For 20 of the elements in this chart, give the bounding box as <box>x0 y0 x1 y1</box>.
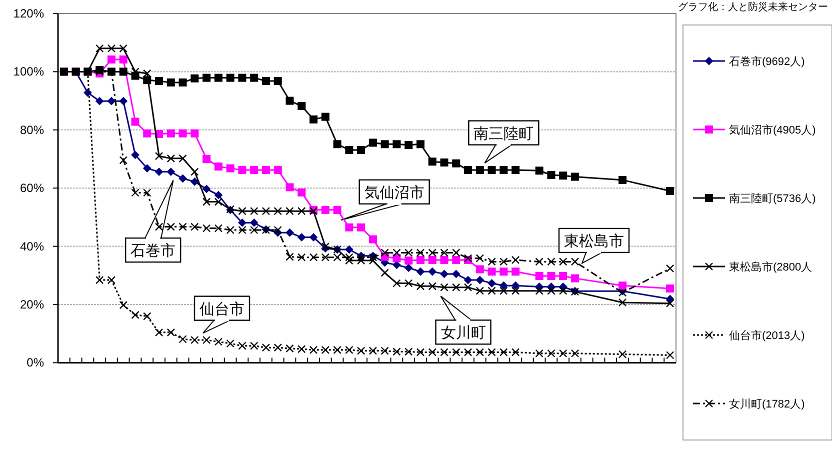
legend-label: 仙台市(2013人) <box>729 329 805 342</box>
legend-label: 女川町(1782人) <box>729 398 805 410</box>
y-tick-label: 120% <box>13 6 44 20</box>
legend-label: 気仙沼市(4905人) <box>729 124 816 136</box>
annotation: 仙台市 <box>200 300 245 318</box>
legend-label: 南三陸町(5736人) <box>729 192 816 205</box>
y-tick-label: 100% <box>13 64 44 79</box>
annotation: 東松島市 <box>564 232 624 250</box>
y-tick-label: 60% <box>20 181 44 196</box>
annotation: 南三陸町 <box>474 125 534 142</box>
legend-label: 東松島市(2800人 <box>729 260 812 274</box>
text: グラフ化：人と防災未来センター <box>678 1 828 13</box>
annotation: 気仙沼市 <box>364 184 424 202</box>
y-tick-label: 20% <box>20 298 44 312</box>
y-tick-label: 40% <box>20 239 44 254</box>
annotation: 女川町 <box>440 324 486 342</box>
annotation: 石巻市 <box>130 242 176 260</box>
y-tick-label: 80% <box>20 122 44 137</box>
legend-label: 石巻市(9692人) <box>729 55 805 68</box>
y-tick-label: 0% <box>26 356 44 370</box>
